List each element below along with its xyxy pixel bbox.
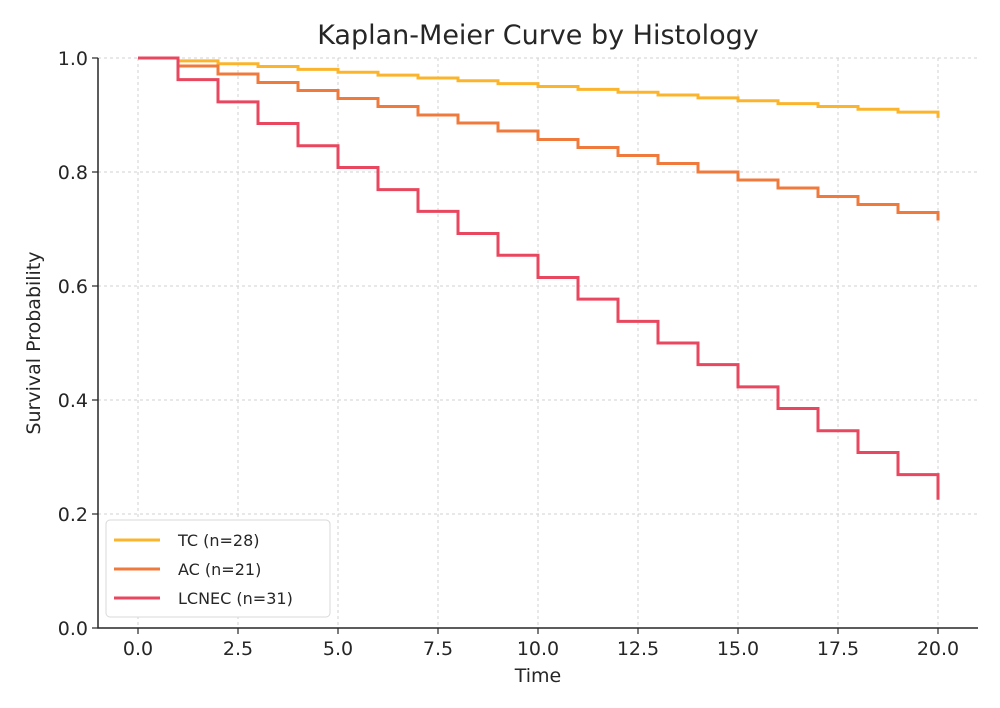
x-tick-label: 2.5 <box>223 638 253 660</box>
legend-label-2: LCNEC (n=31) <box>178 589 293 608</box>
x-tick-label: 20.0 <box>917 638 959 660</box>
axes: 0.0 2.5 5.0 7.5 10.0 12.5 15.0 17.5 20.0 0.0 0.2 0.… <box>58 48 978 660</box>
x-tick-label: 10.0 <box>517 638 559 660</box>
x-tick-label: 15.0 <box>717 638 759 660</box>
y-axis-label: Survival Probability <box>23 251 45 434</box>
y-tick-label: 0.2 <box>58 504 88 526</box>
x-axis-label: Time <box>514 665 562 687</box>
y-tick-label: 0.6 <box>58 276 88 298</box>
y-tick-label: 1.0 <box>58 48 88 70</box>
y-tick-label: 0.0 <box>58 618 88 640</box>
series-line-1 <box>138 56 940 221</box>
x-tick-label: 12.5 <box>617 638 659 660</box>
series-line-0 <box>138 56 940 118</box>
legend: TC (n=28) AC (n=21) LCNEC (n=31) <box>105 519 331 618</box>
legend-label-1: AC (n=21) <box>178 560 261 579</box>
x-tick-label: 17.5 <box>817 638 859 660</box>
chart-title: Kaplan-Meier Curve by Histology <box>317 20 759 51</box>
x-tick-label: 5.0 <box>323 638 353 660</box>
x-tick-label: 0.0 <box>123 638 153 660</box>
y-tick-label: 0.4 <box>58 390 88 412</box>
y-tick-label: 0.8 <box>58 162 88 184</box>
legend-box <box>105 519 331 618</box>
x-tick-label: 7.5 <box>423 638 453 660</box>
legend-label-0: TC (n=28) <box>177 531 259 550</box>
series-layer <box>138 56 940 500</box>
series-line-2 <box>138 56 940 500</box>
